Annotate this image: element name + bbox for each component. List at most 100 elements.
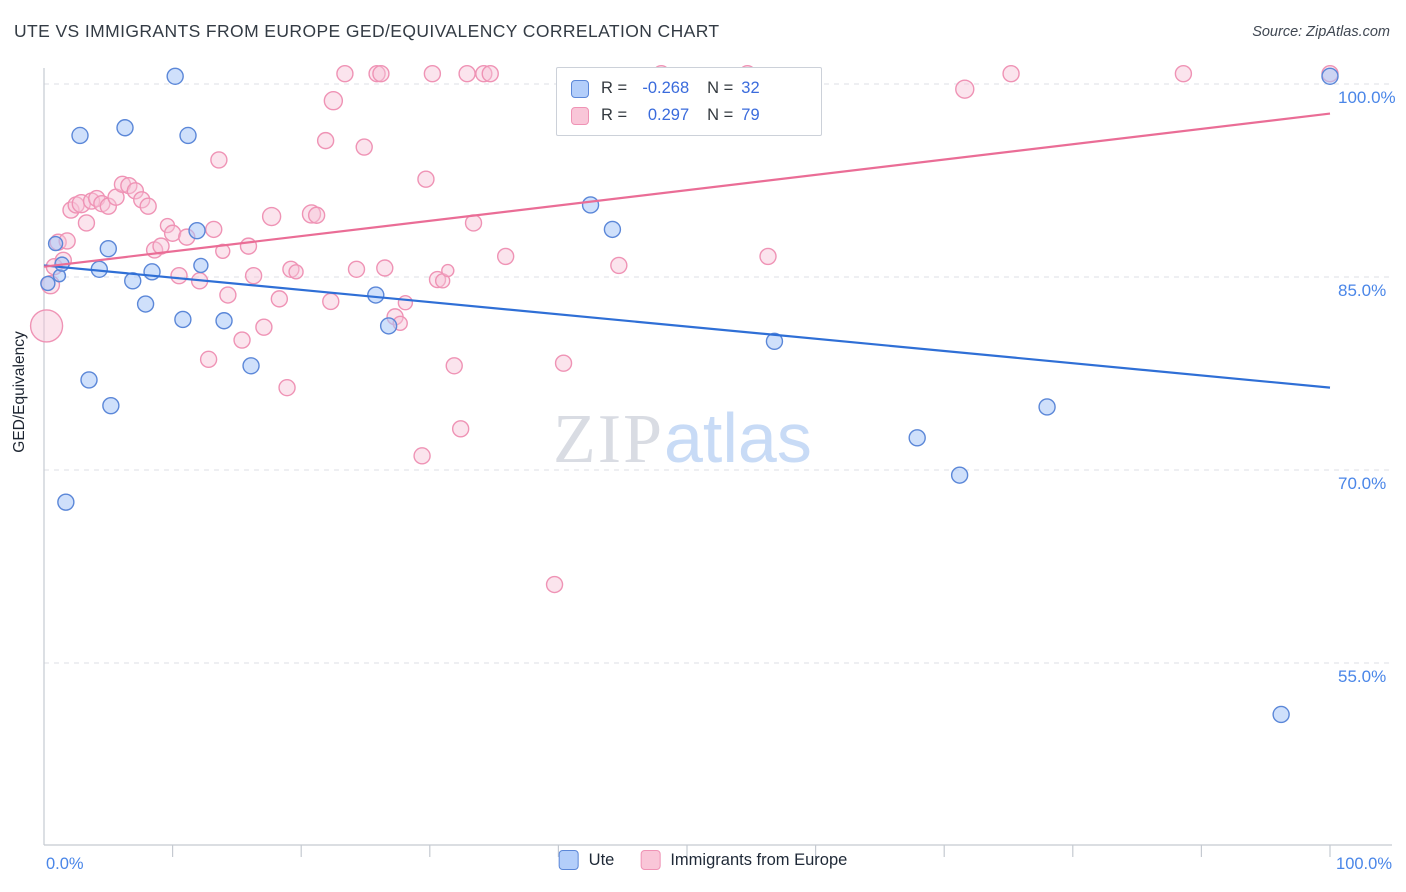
scatter-point-ute (47, 235, 64, 252)
y-axis-title: GED/Equivalency (11, 331, 28, 453)
scatter-point-europe (288, 264, 304, 280)
scatter-point-europe (152, 237, 170, 255)
watermark: ZIPatlas (553, 403, 812, 475)
legend-item-ute: Ute (558, 850, 615, 870)
n-value-ute: 32 (741, 79, 760, 97)
x-axis-max-label: 100.0% (1336, 855, 1392, 873)
scatter-point-europe (239, 237, 258, 255)
scatter-point-europe (610, 256, 628, 275)
scatter-point-europe (464, 214, 483, 232)
n-label-europe: N = (707, 106, 734, 124)
scatter-point-europe (270, 290, 289, 308)
scatter-point-europe (376, 259, 394, 277)
legend-item-europe: Immigrants from Europe (640, 850, 847, 870)
scatter-point-ute (367, 286, 385, 304)
scatter-point-europe (451, 420, 470, 438)
scatter-point-europe (205, 220, 223, 239)
scatter-point-europe (417, 170, 435, 188)
scatter-point-europe (323, 91, 344, 111)
scatter-point-europe (1002, 65, 1020, 83)
source-attribution: Source: ZipAtlas.com (1252, 24, 1390, 40)
watermark-zip: ZIP (553, 401, 664, 478)
scatter-point-ute (1038, 398, 1056, 416)
scatter-point-europe (62, 201, 80, 219)
scatter-point-europe (261, 206, 282, 227)
scatter-point-ute (188, 221, 206, 240)
ute-legend-swatch (558, 850, 579, 870)
scatter-point-europe (139, 197, 157, 215)
scatter-point-ute (215, 312, 233, 330)
y-tick-label: 100.0% (1338, 88, 1396, 107)
y-tick-label: 85.0% (1338, 281, 1386, 300)
scatter-point-europe (219, 286, 237, 304)
scatter-point-ute (40, 275, 56, 292)
scatter-point-ute (581, 196, 600, 214)
scatter-point-ute (116, 119, 134, 137)
scatter-point-ute (950, 466, 969, 484)
r-label-ute: R = (601, 79, 628, 97)
y-tick-label: 70.0% (1338, 474, 1386, 493)
scatter-point-europe (29, 309, 64, 343)
europe-legend-swatch (640, 850, 661, 870)
series-legend: Ute Immigrants from Europe (558, 850, 847, 870)
scatter-point-ute (1272, 705, 1290, 724)
n-value-europe: 79 (741, 106, 760, 124)
scatter-point-ute (193, 257, 209, 274)
scatter-point-ute (908, 429, 926, 447)
scatter-point-europe (163, 224, 182, 242)
scatter-point-europe (1174, 65, 1193, 83)
legend-row-europe: R = 0.297 N = 79 (571, 102, 821, 129)
scatter-point-ute (99, 239, 118, 258)
europe-swatch (571, 106, 589, 125)
scatter-point-ute (57, 493, 75, 511)
scatter-point-ute (166, 67, 184, 85)
scatter-point-europe (554, 354, 573, 372)
scatter-point-europe (244, 267, 263, 285)
scatter-point-ute (102, 396, 120, 415)
scatter-point-ute (1321, 67, 1339, 85)
scatter-point-europe (199, 350, 218, 369)
scatter-point-europe (301, 204, 322, 224)
scatter-point-europe (170, 267, 188, 285)
trend-line-ute (43, 264, 1331, 389)
scatter-point-europe (215, 243, 231, 259)
ute-swatch (571, 79, 589, 98)
scatter-point-europe (255, 318, 273, 336)
scatter-point-europe (496, 247, 515, 266)
scatter-point-europe (423, 65, 442, 83)
scatter-point-europe (233, 331, 251, 349)
scatter-point-ute (603, 220, 622, 239)
r-value-europe: 0.297 (647, 106, 690, 124)
scatter-point-europe (368, 65, 386, 83)
scatter-point-europe (955, 79, 975, 99)
scatter-point-europe (545, 575, 564, 594)
x-axis-min-label: 0.0% (46, 855, 84, 873)
scatter-point-ute (136, 295, 155, 313)
r-label-europe: R = (601, 106, 628, 124)
scatter-point-europe (77, 214, 96, 232)
n-label-ute: N = (707, 79, 734, 97)
scatter-point-europe (441, 263, 455, 278)
scatter-point-europe (413, 447, 431, 465)
europe-legend-label: Immigrants from Europe (670, 850, 848, 869)
y-tick-label: 55.0% (1338, 667, 1386, 686)
scatter-point-ute (174, 310, 192, 329)
scatter-point-europe (458, 65, 476, 83)
scatter-point-ute (80, 371, 98, 389)
legend-row-ute: R = -0.268 N = 32 (571, 75, 821, 102)
ute-legend-label: Ute (588, 850, 615, 869)
scatter-point-europe (336, 65, 354, 83)
r-value-ute: -0.268 (642, 79, 690, 97)
scatter-point-ute (765, 332, 784, 351)
scatter-point-europe (126, 182, 145, 200)
scatter-point-europe (322, 292, 340, 311)
scatter-point-ute (379, 317, 398, 335)
scatter-point-europe (316, 131, 335, 150)
watermark-atlas: atlas (664, 399, 812, 477)
scatter-point-europe (481, 65, 499, 83)
scatter-point-europe (355, 138, 373, 156)
scatter-point-europe (428, 270, 447, 289)
scatter-point-ute (179, 126, 197, 145)
scatter-point-europe (307, 206, 326, 224)
